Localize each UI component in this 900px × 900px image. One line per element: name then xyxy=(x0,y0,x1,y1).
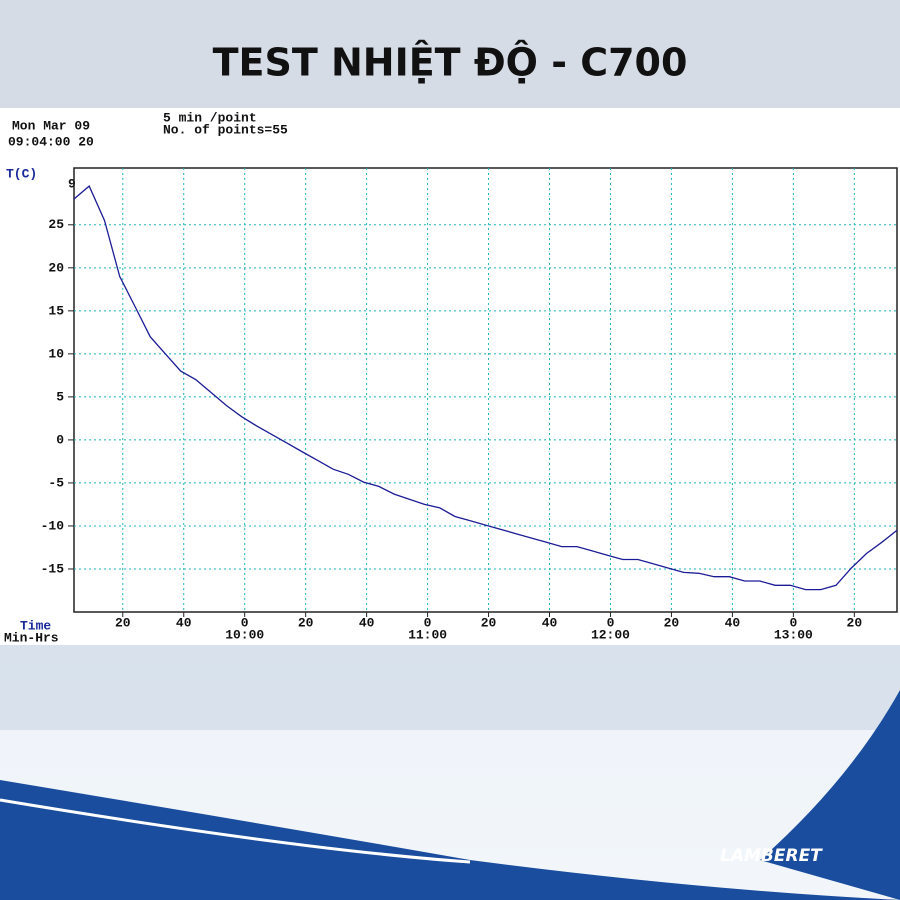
info: 09:04:00 20 xyxy=(8,134,94,149)
y-tick-label: -5 xyxy=(48,475,64,490)
x-hour-label: 10:00 xyxy=(225,627,264,642)
x-hour-label: 13:00 xyxy=(774,627,813,642)
y-tick-label: 0 xyxy=(56,432,64,447)
y-tick-label: -10 xyxy=(41,518,65,533)
y-tick-label: 15 xyxy=(48,303,64,318)
info: No. of points=55 xyxy=(163,122,288,137)
x-tick-label: 0 xyxy=(424,615,432,630)
logo: LAMBERET xyxy=(720,846,823,866)
wave-line xyxy=(0,798,471,864)
temperature-line xyxy=(73,185,898,591)
x-tick-label: 20 xyxy=(115,615,131,630)
header-band xyxy=(0,0,900,110)
x-tick-label: 40 xyxy=(542,615,558,630)
x-axis-label: Min-Hrs xyxy=(4,630,59,645)
y-tick-label: 5 xyxy=(56,389,64,404)
info: Mon Mar 09 xyxy=(12,118,90,133)
photo-band xyxy=(0,645,900,730)
wave-right xyxy=(760,690,900,900)
x-tick-label: 40 xyxy=(359,615,375,630)
info: 5 min /point xyxy=(163,110,257,125)
wave-left xyxy=(0,780,900,900)
plot-frame xyxy=(73,167,898,613)
y-tick-label: -15 xyxy=(41,561,65,576)
x-tick-label: 20 xyxy=(481,615,497,630)
x-tick-label: 40 xyxy=(725,615,741,630)
x-hour-label: 11:00 xyxy=(408,627,447,642)
x-axis-label: Time xyxy=(20,618,51,633)
x-tick-label: 20 xyxy=(847,615,863,630)
annotation: 9 xyxy=(68,176,76,191)
y-tick-label: 20 xyxy=(48,260,64,275)
x-hour-label: 12:00 xyxy=(591,627,630,642)
y-tick-label: 25 xyxy=(48,217,64,232)
x-tick-label: 0 xyxy=(607,615,615,630)
x-tick-label: 0 xyxy=(241,615,249,630)
x-tick-label: 0 xyxy=(789,615,797,630)
y-axis-label: T(C) xyxy=(6,166,37,181)
x-tick-label: 20 xyxy=(298,615,314,630)
x-tick-label: 40 xyxy=(176,615,192,630)
header-title: TEST NHIỆT ĐỘ - C700 xyxy=(213,41,688,85)
y-tick-label: 10 xyxy=(48,346,64,361)
chart-area xyxy=(0,108,900,645)
x-tick-label: 20 xyxy=(664,615,680,630)
